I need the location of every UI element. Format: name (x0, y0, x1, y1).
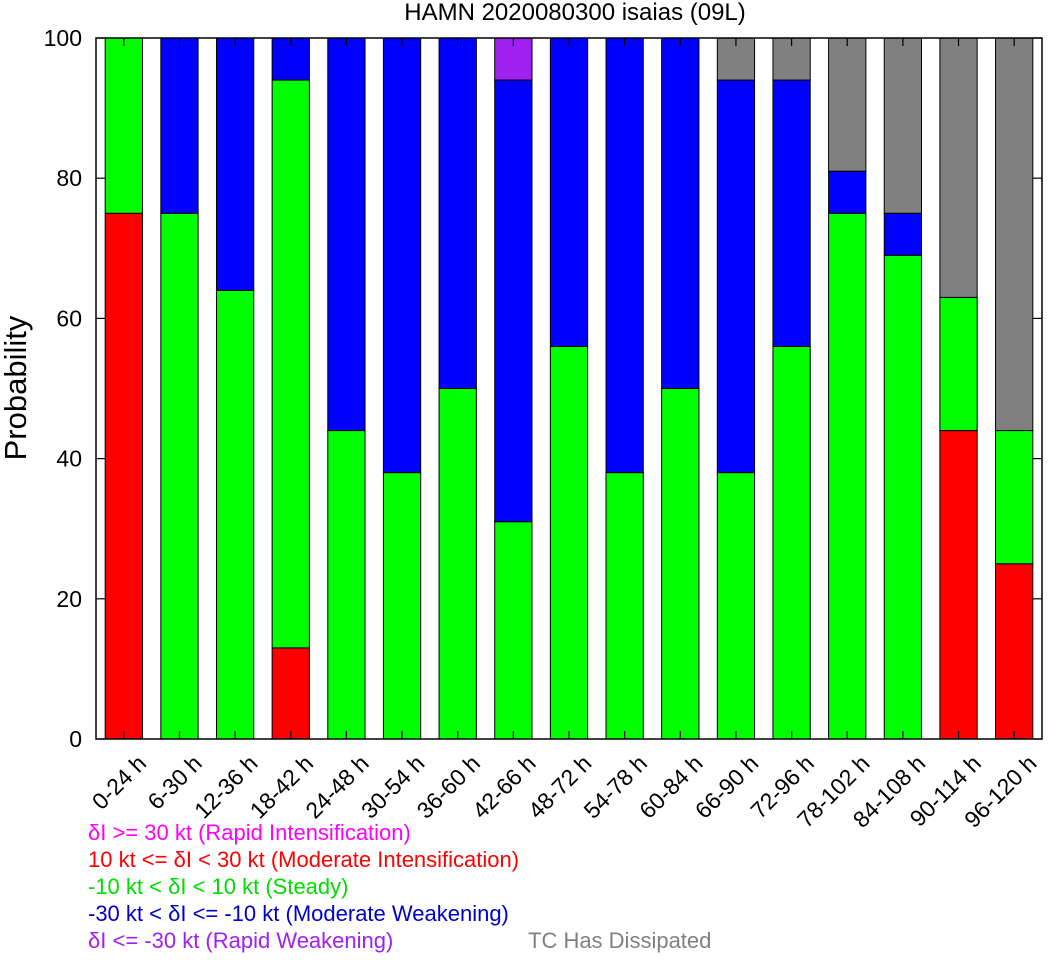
legend-rapid-intensification: δI >= 30 kt (Rapid Intensification) (88, 820, 411, 845)
y-tick-label-100: 100 (44, 25, 82, 51)
bar-steady-16 (995, 430, 1034, 565)
bar-moderate-weakening-5 (382, 37, 422, 474)
bar-moderate-weakening-1 (160, 37, 199, 214)
bar-moderate-intensification-0 (104, 212, 143, 740)
bar-moderate-weakening-11 (716, 79, 756, 474)
legend-moderate-intensification: 10 kt <= δI < 30 kt (Moderate Intensific… (88, 847, 520, 872)
bar-moderate-weakening-12 (772, 79, 811, 347)
y-tick-label-80: 80 (56, 165, 82, 191)
bar-steady-7 (494, 521, 533, 740)
bar-moderate-weakening-7 (494, 79, 533, 523)
legend-moderate-weakening: -30 kt < δI <= -10 kt (Moderate Weakenin… (88, 901, 509, 926)
bar-dissipated-14 (883, 37, 923, 214)
y-axis: 0 20 40 60 80 100 (44, 25, 1042, 752)
legend-dissipated: TC Has Dissipated (528, 928, 712, 953)
bar-steady-9 (605, 472, 644, 740)
bar-moderate-weakening-2 (215, 37, 255, 291)
bar-dissipated-16 (995, 37, 1034, 432)
bar-steady-8 (549, 345, 589, 740)
y-tick-label-60: 60 (56, 305, 82, 331)
bar-moderate-weakening-9 (605, 37, 644, 474)
bar-steady-4 (327, 430, 366, 740)
bar-moderate-weakening-8 (549, 37, 589, 347)
bar-moderate-weakening-6 (438, 37, 477, 389)
bar-steady-2 (215, 289, 255, 740)
bar-steady-15 (939, 296, 978, 432)
bar-moderate-intensification-15 (939, 430, 978, 740)
x-tick-label-0: 0-24 h (87, 750, 152, 815)
legend-steady: -10 kt < δI < 10 kt (Steady) (88, 874, 349, 899)
bar-steady-6 (438, 388, 477, 740)
chart-title: HAMN 2020080300 isaias (09L) (404, 0, 746, 26)
bar-moderate-intensification-16 (995, 563, 1034, 740)
y-tick-label-20: 20 (56, 586, 82, 612)
bar-steady-1 (160, 212, 199, 740)
bars (104, 37, 1034, 740)
bar-steady-11 (716, 472, 756, 740)
y-tick-label-0: 0 (69, 726, 82, 752)
bar-moderate-weakening-14 (883, 212, 923, 256)
y-tick-label-40: 40 (56, 446, 82, 472)
bar-steady-5 (382, 472, 422, 740)
bar-steady-14 (883, 254, 923, 740)
bar-steady-10 (661, 388, 700, 740)
bar-steady-13 (828, 212, 867, 740)
bar-moderate-weakening-4 (327, 37, 366, 432)
bar-moderate-weakening-10 (661, 37, 700, 389)
bar-moderate-weakening-13 (828, 170, 867, 214)
legend-rapid-weakening: δI <= -30 kt (Rapid Weakening) (88, 928, 394, 953)
bar-dissipated-15 (939, 37, 978, 298)
bar-steady-3 (271, 79, 310, 649)
bar-dissipated-12 (772, 37, 811, 81)
bar-steady-12 (772, 345, 811, 740)
bar-moderate-intensification-3 (271, 647, 310, 740)
bar-dissipated-13 (828, 37, 867, 172)
y-axis-label: Probability (0, 315, 33, 460)
bar-steady-0 (104, 37, 143, 214)
